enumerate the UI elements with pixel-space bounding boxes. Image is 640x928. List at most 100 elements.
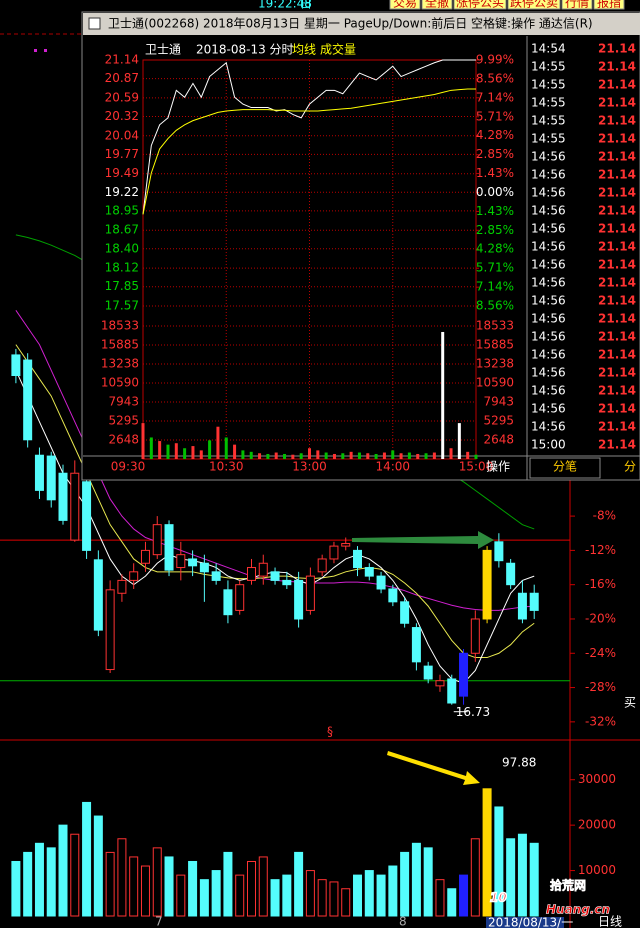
volume-bar bbox=[441, 331, 445, 459]
trade-time: 14:56 bbox=[531, 330, 566, 344]
trade-time: 14:56 bbox=[531, 222, 566, 236]
x-tick-label: 09:30 bbox=[111, 460, 146, 474]
action-label[interactable]: 操作 bbox=[486, 459, 510, 474]
volume-bar bbox=[457, 423, 461, 459]
candle-body bbox=[517, 592, 527, 620]
y-tick-label: -32% bbox=[585, 714, 616, 728]
tab[interactable]: 分 bbox=[624, 460, 636, 474]
trade-time: 14:56 bbox=[531, 384, 566, 398]
y2-tick-label: 7.14% bbox=[476, 280, 514, 294]
y-tick-label: 20.04 bbox=[105, 128, 139, 142]
candle-body bbox=[376, 575, 386, 590]
trade-time: 14:56 bbox=[531, 150, 566, 164]
y-tick-label: 20.87 bbox=[105, 71, 139, 85]
volume-tick-label: 18533 bbox=[476, 319, 514, 333]
candle-body bbox=[329, 545, 339, 560]
y-tick-label: -16% bbox=[585, 577, 616, 591]
trade-time: 15:00 bbox=[531, 438, 566, 452]
candle-body bbox=[459, 652, 469, 697]
button-label[interactable]: 行情 bbox=[565, 0, 589, 10]
volume-bar bbox=[482, 788, 492, 917]
trade-time: 14:56 bbox=[531, 366, 566, 380]
candle-body bbox=[400, 601, 410, 624]
candle-body bbox=[188, 558, 198, 567]
toolbar-button[interactable] bbox=[593, 0, 625, 10]
candle-body bbox=[423, 665, 433, 680]
volume-bar bbox=[199, 450, 203, 459]
candle-body bbox=[176, 554, 186, 569]
button-label[interactable]: 涨停公买 bbox=[456, 0, 504, 10]
trade-time: 14:55 bbox=[531, 78, 566, 92]
candle-body bbox=[282, 579, 292, 586]
trade-time: 14:56 bbox=[531, 168, 566, 182]
price-line bbox=[142, 88, 476, 215]
y-tick-label: 19.49 bbox=[105, 166, 139, 180]
candle-body bbox=[105, 589, 115, 671]
candle-body bbox=[117, 579, 127, 594]
volume-bar bbox=[329, 881, 339, 917]
y-tick-label: -28% bbox=[585, 680, 616, 694]
volume-tick-label: 15885 bbox=[476, 338, 514, 352]
candle-body bbox=[199, 562, 209, 573]
y2-tick-label: 2.85% bbox=[476, 147, 514, 161]
volume-bar bbox=[249, 451, 253, 459]
candle-body bbox=[270, 571, 280, 581]
trade-price: 21.14 bbox=[598, 150, 636, 164]
volume-bar bbox=[366, 453, 370, 459]
trade-price: 21.14 bbox=[598, 42, 636, 56]
volume-bar bbox=[305, 870, 315, 917]
button-label[interactable]: 跌停公卖 bbox=[510, 0, 558, 10]
tab[interactable]: 分笔 bbox=[553, 459, 577, 474]
trade-price: 21.14 bbox=[598, 186, 636, 200]
toolbar-button[interactable] bbox=[421, 0, 453, 10]
trade-price: 21.14 bbox=[598, 222, 636, 236]
trade-price: 21.14 bbox=[598, 60, 636, 74]
y2-tick-label: 0.00% bbox=[476, 185, 514, 199]
green-arrow bbox=[352, 531, 494, 549]
volume-tick-label: 10590 bbox=[101, 376, 139, 390]
volume-bar bbox=[216, 426, 220, 459]
volume-bar bbox=[274, 452, 278, 459]
button-label[interactable]: 全撤 bbox=[425, 0, 449, 10]
volume-tick-label: 18533 bbox=[101, 319, 139, 333]
candle-body bbox=[211, 571, 221, 581]
candle-body bbox=[482, 549, 492, 620]
volume-bar bbox=[141, 423, 145, 459]
candle-body bbox=[494, 541, 504, 562]
chart-title: 卫士通 bbox=[145, 43, 181, 57]
button-label[interactable]: 交易 bbox=[393, 0, 417, 10]
y2-tick-label: 8.56% bbox=[476, 71, 514, 85]
volume-bar bbox=[208, 440, 212, 459]
candle-body bbox=[129, 571, 139, 581]
volume-tick-label: 7943 bbox=[108, 394, 139, 408]
toolbar-button[interactable] bbox=[507, 0, 561, 10]
volume-label: 97.88 bbox=[502, 756, 536, 770]
volume-bar bbox=[188, 860, 198, 917]
volume-bar bbox=[332, 453, 336, 459]
candle-body bbox=[529, 592, 539, 611]
volume-bar bbox=[241, 450, 245, 459]
volume-bar bbox=[432, 452, 436, 459]
candle-body bbox=[258, 562, 268, 577]
y-tick-label: -12% bbox=[585, 543, 616, 557]
toolbar-button[interactable] bbox=[389, 0, 421, 10]
legend-entry: 均线 bbox=[292, 43, 316, 57]
trade-time: 14:55 bbox=[531, 60, 566, 74]
y2-tick-label: 7.14% bbox=[476, 90, 514, 104]
volume-tick-label: 15885 bbox=[101, 338, 139, 352]
x-tick-label: 14:00 bbox=[375, 460, 410, 474]
y2-tick-label: 9.99% bbox=[476, 53, 514, 67]
volume-bar bbox=[494, 806, 504, 917]
toolbar-button[interactable] bbox=[453, 0, 507, 10]
y-tick-label: 19.22 bbox=[105, 185, 139, 199]
x-tick-label: 15:00 bbox=[459, 460, 494, 474]
volume-bar bbox=[266, 453, 270, 459]
trade-time: 14:56 bbox=[531, 186, 566, 200]
footer-tab[interactable]: 日线 bbox=[598, 915, 622, 928]
button-label[interactable]: 报指 bbox=[597, 0, 621, 10]
toolbar-button[interactable] bbox=[561, 0, 593, 10]
trade-time: 14:56 bbox=[531, 258, 566, 272]
candle-body bbox=[246, 567, 256, 581]
